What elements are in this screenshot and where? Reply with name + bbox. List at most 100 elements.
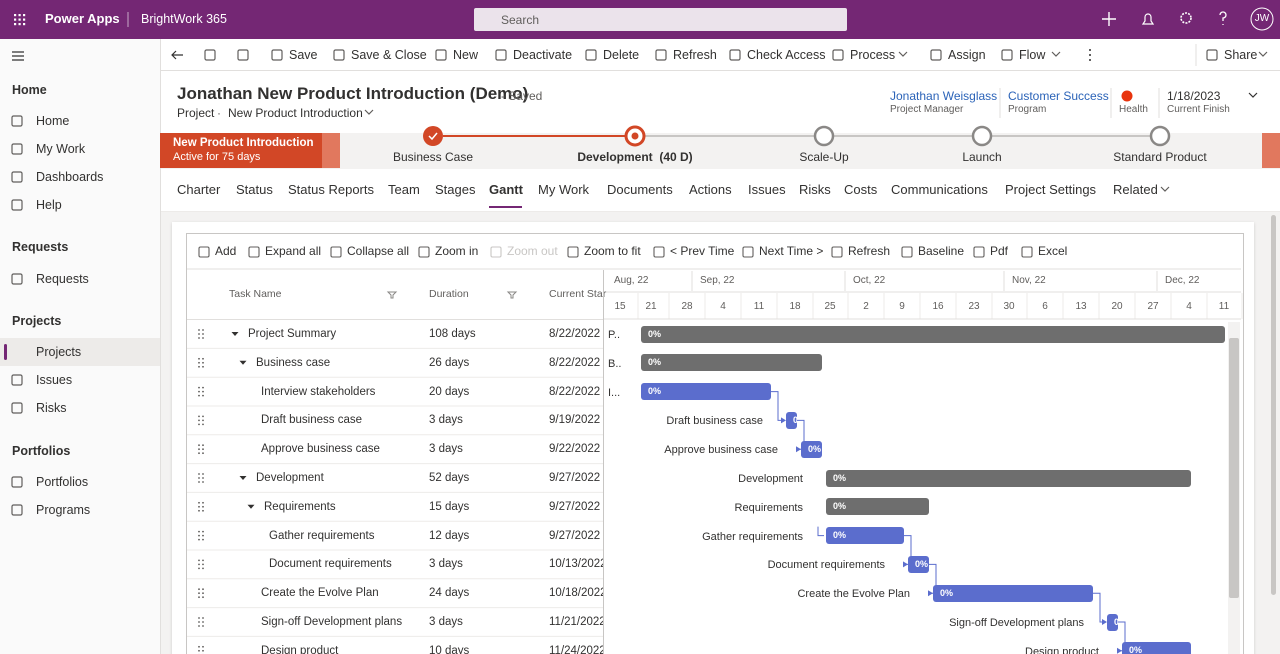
drag-handle bbox=[198, 621, 200, 623]
tab[interactable]: Costs bbox=[844, 182, 878, 197]
tab[interactable]: Status Reports bbox=[288, 182, 374, 197]
stage-label[interactable]: Business Case bbox=[392, 150, 474, 164]
scrollbar-thumb[interactable] bbox=[1229, 338, 1239, 598]
tab[interactable]: Status bbox=[236, 182, 273, 197]
percent-label: 0% bbox=[648, 386, 662, 397]
dependency-arrow bbox=[796, 446, 801, 453]
tab[interactable]: Stages bbox=[435, 182, 476, 197]
nav-icon bbox=[11, 504, 23, 516]
command-button[interactable]: Deactivate bbox=[513, 48, 573, 62]
command-button[interactable]: Save & Close bbox=[351, 48, 427, 62]
nav-item[interactable]: Programs bbox=[36, 503, 91, 517]
process-duration: Active for 75 days bbox=[173, 151, 261, 163]
filter-icon bbox=[506, 291, 518, 299]
toolbar-button[interactable]: Pdf bbox=[990, 244, 1009, 258]
stage-label[interactable]: Standard Product bbox=[1113, 150, 1207, 164]
toolbar-button[interactable]: Excel bbox=[1038, 244, 1068, 258]
toolbar-button[interactable]: Add bbox=[215, 244, 237, 258]
nav-item[interactable]: Projects bbox=[36, 345, 82, 359]
task-bar: 0% bbox=[933, 584, 1093, 602]
nav-item[interactable]: Risks bbox=[36, 401, 67, 415]
tab[interactable]: My Work bbox=[538, 182, 590, 197]
command-button[interactable]: Refresh bbox=[673, 48, 717, 62]
day-label: 23 bbox=[968, 301, 980, 312]
drag-handle bbox=[202, 530, 204, 533]
command-button[interactable]: Assign bbox=[948, 48, 986, 62]
avatar bbox=[1250, 7, 1274, 31]
check bbox=[428, 132, 438, 141]
nav-item[interactable]: Issues bbox=[36, 373, 73, 387]
drag-handle bbox=[198, 329, 200, 331]
toolbar-button[interactable]: Baseline bbox=[918, 244, 965, 258]
stage-label[interactable]: Development (40 D) bbox=[577, 150, 693, 164]
command-button[interactable]: Flow bbox=[1019, 48, 1046, 62]
tab[interactable]: Related bbox=[1113, 182, 1158, 197]
toolbar-button[interactable]: Next Time > bbox=[759, 244, 824, 258]
drag-handle bbox=[202, 415, 204, 418]
command-button[interactable]: Process bbox=[850, 48, 896, 62]
stage-pending bbox=[1149, 125, 1171, 147]
entity-name: Project bbox=[177, 106, 215, 120]
waffle-dot bbox=[18, 18, 21, 21]
search-box[interactable] bbox=[474, 8, 847, 31]
toolbar-button[interactable]: Refresh bbox=[848, 244, 891, 258]
toolbar-button[interactable]: Collapse all bbox=[347, 244, 410, 258]
menu-icon bbox=[12, 51, 24, 61]
command-button[interactable]: New bbox=[453, 48, 479, 62]
health-indicator bbox=[1121, 90, 1133, 102]
nav-item[interactable]: Portfolios bbox=[36, 475, 89, 489]
drag-handle bbox=[202, 477, 204, 479]
field-label: Program bbox=[1008, 104, 1047, 115]
nav-item[interactable]: Home bbox=[36, 114, 70, 128]
task-name: Requirements bbox=[264, 500, 336, 513]
waffle-dot bbox=[23, 23, 26, 26]
command-button[interactable]: Save bbox=[289, 48, 318, 62]
toolbar-button[interactable]: Zoom out bbox=[507, 244, 558, 258]
process-next[interactable] bbox=[1262, 133, 1280, 168]
dependency-arrow bbox=[781, 417, 786, 424]
percent-label: 0% bbox=[833, 530, 847, 541]
task-name: Interview stakeholders bbox=[261, 385, 376, 398]
expand-caret bbox=[239, 360, 247, 365]
tab[interactable]: Team bbox=[388, 182, 420, 197]
command-button[interactable]: Delete bbox=[603, 48, 640, 62]
task-duration: 15 days bbox=[429, 500, 470, 513]
percent-label: 0% bbox=[833, 501, 847, 512]
nav-item[interactable]: Help bbox=[36, 198, 62, 212]
month-label: Dec, 22 bbox=[1165, 275, 1200, 286]
nav-item[interactable]: My Work bbox=[36, 142, 86, 156]
bar-label: Requirements bbox=[734, 501, 803, 514]
command-button[interactable]: Check Access bbox=[747, 48, 826, 62]
nav-icon bbox=[11, 402, 23, 414]
page-scrollbar[interactable] bbox=[1271, 215, 1276, 595]
toolbar-button[interactable]: Zoom in bbox=[435, 244, 479, 258]
tab[interactable]: Documents bbox=[607, 182, 673, 197]
toolbar-button[interactable]: Expand all bbox=[265, 244, 322, 258]
day-label: 27 bbox=[1147, 301, 1159, 312]
tab[interactable]: Communications bbox=[891, 182, 988, 197]
drag-handle bbox=[198, 477, 200, 479]
drag-handle bbox=[202, 444, 204, 447]
tab[interactable]: Issues bbox=[748, 182, 786, 197]
nav-item[interactable]: Requests bbox=[36, 272, 89, 286]
toolbar-button[interactable]: < Prev Time bbox=[670, 244, 735, 258]
overflow-dot bbox=[1089, 59, 1091, 61]
nav-item[interactable]: Dashboards bbox=[36, 170, 104, 184]
process-prev[interactable] bbox=[322, 133, 340, 168]
form-selector[interactable]: New Product Introduction bbox=[228, 106, 363, 120]
tab[interactable]: Charter bbox=[177, 182, 221, 197]
drag-handle bbox=[202, 452, 204, 455]
tab[interactable]: Project Settings bbox=[1005, 182, 1097, 197]
tab[interactable]: Gantt bbox=[489, 182, 523, 197]
stage-label[interactable]: Scale-Up bbox=[799, 150, 849, 164]
bar-label: Create the Evolve Plan bbox=[797, 588, 910, 601]
tab[interactable]: Actions bbox=[689, 182, 732, 197]
tab[interactable]: Risks bbox=[799, 182, 831, 197]
toolbar-button[interactable]: Zoom to fit bbox=[584, 244, 641, 258]
drag-handle bbox=[198, 567, 200, 570]
share-button[interactable]: Share bbox=[1224, 48, 1258, 62]
chevron bbox=[364, 109, 374, 115]
form-icon bbox=[204, 49, 216, 61]
stage-label[interactable]: Launch bbox=[962, 150, 1002, 164]
